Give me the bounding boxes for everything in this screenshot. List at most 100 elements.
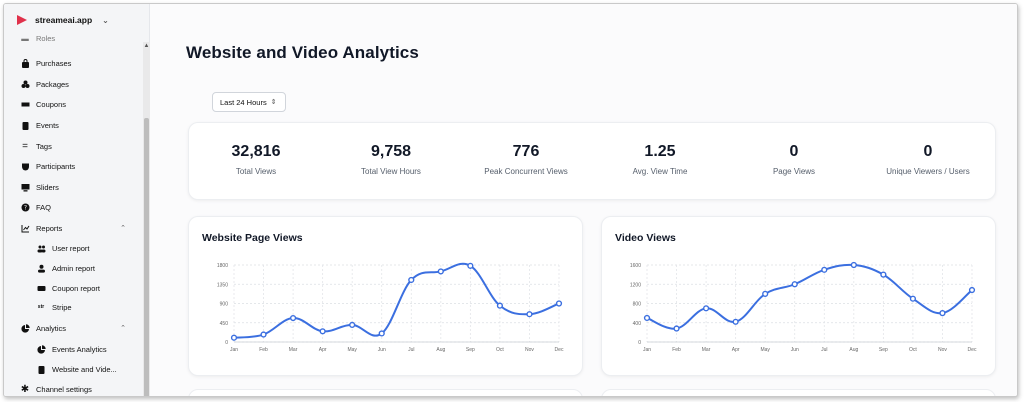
stat-avg-view-time: 1.25 Avg. View Time [593, 143, 727, 176]
stat-label: Total View Hours [361, 167, 421, 176]
chevron-up-down-icon: ⇕ [270, 99, 277, 106]
y-tick-label: 400 [633, 321, 642, 327]
sidebar-item-events[interactable]: Events [4, 117, 144, 133]
data-point[interactable] [467, 262, 474, 269]
data-point[interactable] [909, 295, 917, 302]
video-views-card: Video Views 0 400 800 1200 1600 Jan Feb Mar Apr M… [601, 216, 996, 376]
x-tick-label: Jan [230, 347, 238, 353]
sidebar-item-participants[interactable]: Participants [4, 158, 144, 174]
shield-icon [20, 161, 30, 171]
sidebar-item-tags[interactable]: = Tags [4, 138, 144, 154]
data-point[interactable] [643, 314, 651, 322]
pie-icon [20, 323, 30, 333]
data-point[interactable] [408, 276, 415, 284]
y-tick-label: 1800 [217, 263, 228, 269]
data-point[interactable] [939, 310, 946, 317]
stat-total-view-hours: 9,758 Total View Hours [324, 143, 458, 176]
sidebar-item-sliders[interactable]: Sliders [4, 179, 144, 195]
sidebar-item-label: Roles [36, 34, 56, 42]
chart-title: Website Page Views [202, 232, 303, 244]
stat-total-views: 32,816 Total Views [189, 143, 323, 176]
x-tick-label: Dec [968, 347, 977, 353]
scroll-up-icon[interactable]: ▲ [143, 43, 150, 49]
website-page-views-card: Website Page Views 0 450 900 1350 1800 Jan Feb… [188, 216, 583, 376]
sidebar-item-label: Coupons [36, 99, 67, 109]
x-tick-label: Oct [909, 347, 917, 353]
x-tick-label: Jan [643, 347, 651, 353]
next-card-right [601, 389, 996, 396]
user-icon [36, 263, 46, 273]
data-point[interactable] [880, 271, 887, 278]
sidebar-item-admin-report[interactable]: Admin report [4, 260, 144, 276]
data-point[interactable] [378, 330, 385, 337]
sidebar-scrollbar[interactable]: ▲ [143, 42, 150, 396]
play-logo-icon [17, 15, 27, 25]
sidebar-item-packages[interactable]: Packages [4, 76, 144, 92]
stats-card: 32,816 Total Views 9,758 Total View Hour… [188, 122, 996, 200]
stat-value: 9,758 [370, 143, 412, 160]
sidebar-item-purchases[interactable]: Purchases [4, 55, 144, 71]
y-tick-label: 800 [633, 302, 642, 308]
data-point[interactable] [526, 311, 533, 318]
sidebar-item-reports[interactable]: Reports ⌃ [4, 220, 144, 236]
data-point[interactable] [702, 305, 710, 312]
x-tick-label: Aug [436, 347, 445, 353]
chart-icon [20, 223, 30, 233]
svg-text:?: ? [23, 204, 26, 211]
sidebar-item-coupons[interactable]: Coupons [4, 96, 144, 112]
data-point[interactable] [319, 328, 326, 335]
time-range-select[interactable]: Last 24 Hours ⇕ [212, 92, 286, 112]
sidebar-item-label: Tags [36, 141, 52, 151]
sidebar-item-roles[interactable]: ▬ Roles [4, 34, 144, 42]
stat-label: Page Views [772, 167, 816, 176]
brand-name: streameai.app [35, 15, 93, 25]
stat-label: Avg. View Time [632, 167, 688, 176]
sidebar-item-label: Coupon report [52, 283, 100, 293]
sidebar-item-user-report[interactable]: User report [4, 240, 144, 256]
data-point[interactable] [289, 314, 297, 322]
workspace-switcher[interactable]: streameai.app ⌄ [16, 10, 109, 30]
x-tick-label: Apr [732, 347, 740, 353]
x-tick-label: Mar [289, 347, 298, 353]
ticket-icon [36, 283, 46, 293]
x-tick-label: Jul [821, 347, 827, 353]
x-tick-label: Oct [496, 347, 504, 353]
sidebar-item-channel-settings[interactable]: ✱ Channel settings [4, 381, 144, 396]
sidebar-item-analytics[interactable]: Analytics ⌃ [4, 320, 144, 336]
scrollbar-thumb[interactable] [144, 118, 149, 396]
chevron-down-icon: ⌄ [102, 15, 109, 25]
x-tick-label: Nov [938, 347, 947, 353]
data-point[interactable] [762, 290, 769, 297]
data-point[interactable] [673, 325, 680, 332]
data-point[interactable] [850, 261, 857, 269]
sidebar-item-events-analytics[interactable]: Events Analytics [4, 341, 144, 357]
x-tick-label: Sep [879, 347, 888, 353]
sidebar-item-website-and-video[interactable]: Website and Vide... [4, 361, 144, 377]
x-tick-label: Sep [466, 347, 475, 353]
sidebar-item-faq[interactable]: ? FAQ [4, 199, 144, 215]
sidebar-item-label: User report [52, 243, 90, 253]
data-point[interactable] [349, 321, 356, 328]
data-point[interactable] [732, 318, 739, 325]
page-title: Website and Video Analytics [186, 43, 419, 62]
sidebar-item-coupon-report[interactable]: Coupon report [4, 280, 144, 296]
data-point[interactable] [496, 302, 504, 309]
data-point[interactable] [821, 266, 828, 273]
sidebar-item-label: Analytics [36, 323, 67, 333]
monitor-icon [20, 182, 30, 192]
data-point[interactable] [230, 334, 238, 341]
sidebar-item-label: Purchases [36, 58, 72, 68]
data-point[interactable] [437, 268, 444, 275]
sidebar-item-label: Participants [36, 161, 76, 171]
data-point[interactable] [260, 331, 267, 338]
data-point[interactable] [791, 281, 798, 288]
y-tick-label: 0 [638, 340, 641, 346]
stat-peak-concurrent-views: 776 Peak Concurrent Views [459, 143, 593, 176]
help-icon: ? [20, 202, 30, 212]
sidebar-item-label: Events [36, 120, 59, 130]
data-point[interactable] [968, 286, 976, 294]
data-point[interactable] [555, 300, 563, 307]
stripe-icon: str [37, 304, 45, 310]
stat-value: 1.25 [644, 143, 676, 160]
sidebar-item-stripe[interactable]: str Stripe [4, 299, 144, 315]
